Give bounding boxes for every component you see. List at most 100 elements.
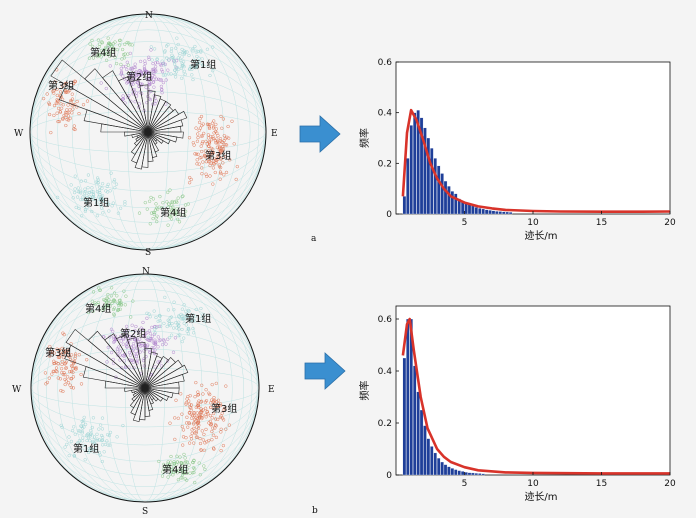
pole-point [59, 106, 64, 110]
pole-point [100, 186, 104, 190]
pole-point [138, 59, 143, 64]
pole-point [208, 163, 212, 168]
pole-point [146, 87, 151, 91]
pole-point [152, 212, 156, 217]
pole-point [60, 425, 64, 429]
pole-point [180, 47, 184, 52]
pole-point [108, 304, 112, 308]
pole-point [179, 76, 184, 80]
pole-point [73, 174, 77, 178]
pole-point [154, 315, 158, 320]
pole-point [154, 69, 158, 73]
pole-point [151, 197, 156, 201]
pole-point [170, 56, 174, 60]
pole-point [130, 43, 134, 47]
pole-point [114, 61, 119, 66]
pole-point [166, 68, 170, 72]
pole-point [55, 347, 59, 351]
pole-point [197, 60, 202, 64]
pole-point [190, 315, 195, 320]
pole-point [68, 116, 72, 121]
pole-point [89, 446, 93, 450]
pole-point [72, 453, 76, 457]
pole-point [112, 178, 117, 182]
pole-point [129, 358, 133, 362]
pole-point [167, 202, 171, 206]
pole-point [185, 460, 189, 464]
pole-point [71, 196, 75, 200]
pole-point [177, 314, 181, 318]
histogram-bar [423, 127, 427, 215]
pole-point [206, 133, 211, 137]
pole-point [49, 130, 53, 135]
pole-point [188, 318, 193, 322]
x-axis-title: 迹长/m [524, 229, 557, 242]
pole-point [171, 350, 176, 354]
pole-point [205, 174, 209, 179]
pole-point [91, 416, 96, 420]
pole-point [131, 360, 135, 364]
pole-point [88, 439, 92, 443]
pole-point [55, 195, 60, 200]
pole-point [184, 402, 188, 406]
pole-point [187, 463, 191, 467]
pole-point [207, 152, 211, 157]
pole-point [182, 321, 186, 325]
pole-point [167, 463, 172, 467]
pole-point [184, 421, 189, 425]
pole-point [163, 295, 167, 300]
pole-point [154, 216, 158, 220]
histogram-bar [495, 211, 499, 215]
pole-point [191, 460, 195, 464]
pole-point [224, 427, 228, 431]
pole-point [144, 354, 148, 359]
pole-point [74, 365, 78, 370]
pole-point [211, 136, 215, 141]
pole-point [212, 395, 216, 400]
pole-point [87, 447, 91, 451]
pole-point [201, 392, 205, 396]
pole-point [195, 63, 200, 67]
pole-point [199, 144, 203, 148]
pole-point [112, 291, 117, 295]
pole-point [105, 296, 109, 300]
pole-point [67, 369, 72, 374]
pole-point [149, 48, 153, 52]
pole-point [88, 42, 92, 46]
pole-point [59, 94, 63, 98]
pole-point [208, 413, 213, 418]
pole-point [206, 136, 211, 140]
histogram-bar [467, 204, 472, 215]
pole-point [175, 200, 179, 204]
pole-point [175, 460, 180, 464]
pole-point [204, 139, 208, 144]
pole-point [149, 372, 153, 377]
pole-point [146, 76, 150, 80]
pole-point [52, 91, 56, 95]
pole-point [143, 347, 148, 351]
pole-point [170, 467, 174, 472]
pole-point [151, 216, 155, 221]
pole-point [181, 464, 185, 468]
histogram-bar [447, 466, 451, 476]
direction-e: E [268, 385, 275, 395]
pole-point [81, 103, 86, 107]
pole-point [56, 106, 61, 111]
pole-point [133, 328, 137, 333]
pole-point [59, 423, 63, 428]
pole-point [149, 339, 153, 343]
pole-point [138, 337, 142, 341]
pole-point [184, 309, 188, 313]
pole-point [119, 334, 123, 339]
pole-point [147, 329, 152, 333]
pole-point [145, 71, 149, 75]
pole-point [133, 77, 137, 81]
pole-scatter [43, 286, 232, 485]
pole-point [190, 471, 195, 475]
histogram-bar [498, 211, 503, 215]
pole-point [178, 333, 182, 337]
pole-point [191, 49, 195, 53]
pole-point [182, 303, 186, 307]
pole-point [199, 448, 203, 452]
pole-point [113, 334, 118, 338]
